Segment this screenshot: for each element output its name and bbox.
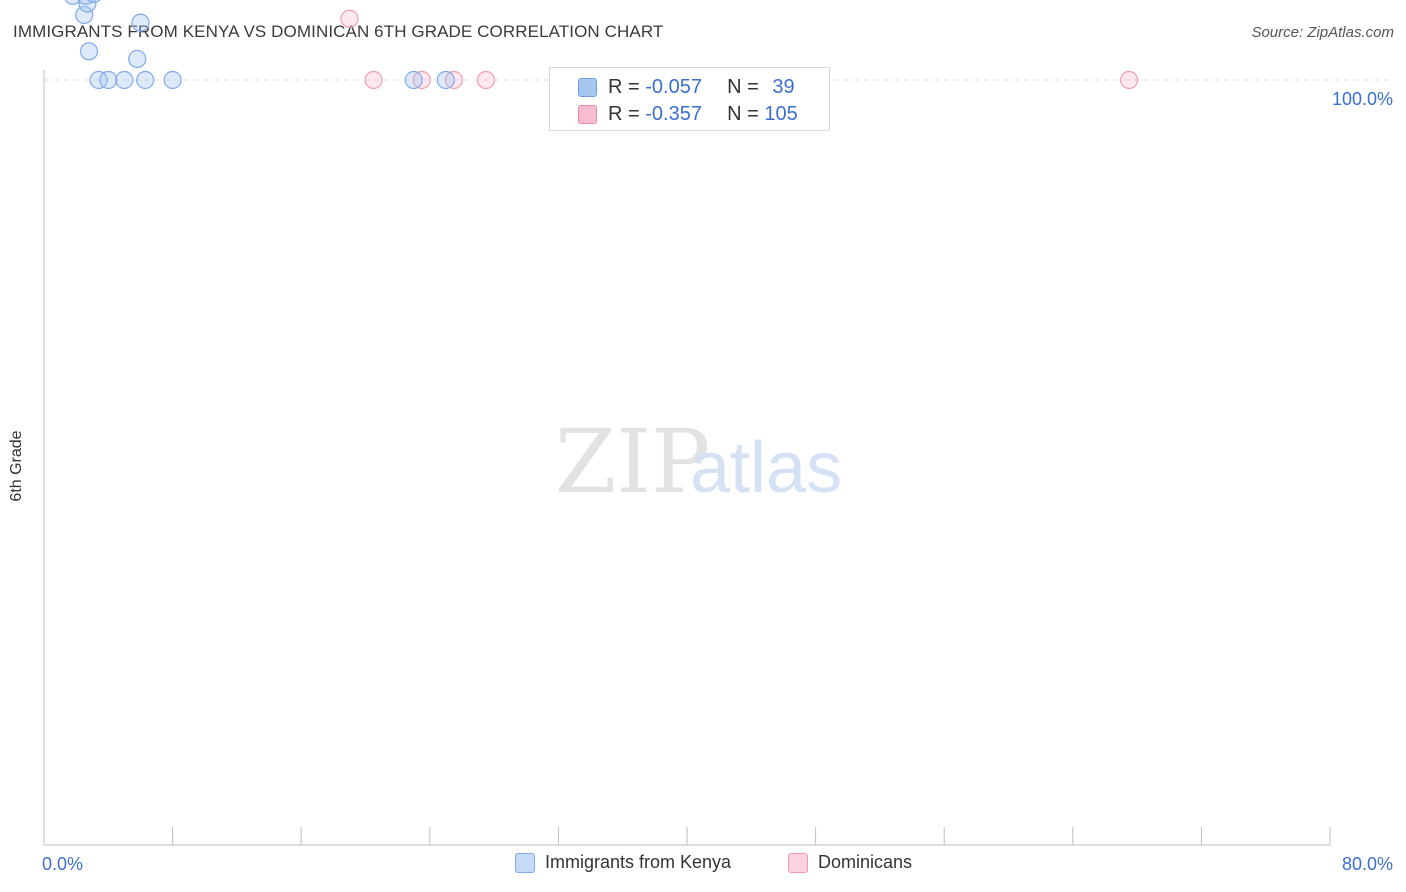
kenya-point bbox=[64, 0, 82, 5]
legend-r-label: R = bbox=[608, 76, 646, 98]
watermark-zip: ZIP bbox=[555, 410, 710, 513]
dominicans-points bbox=[340, 9, 1139, 90]
legend-r-label: R = bbox=[608, 103, 646, 125]
kenya-point bbox=[78, 0, 97, 13]
series-label-kenya: Immigrants from Kenya bbox=[545, 852, 732, 872]
kenya-point bbox=[163, 70, 182, 90]
dominican-point bbox=[476, 70, 496, 90]
kenya-point bbox=[436, 70, 455, 90]
kenya-point bbox=[87, 0, 101, 3]
tick-labels: 100.0%95.0%90.0%85.0%0.0%80.0% bbox=[42, 89, 1393, 874]
source-credit: Source: ZipAtlas.com bbox=[1251, 24, 1394, 41]
dominican-point bbox=[1119, 70, 1139, 90]
x-tick-label: 80.0% bbox=[1342, 854, 1393, 874]
series-swatch-dominicans bbox=[788, 853, 808, 873]
correlation-legend: R = -0.057 N = 39 R = -0.357 N = 105 bbox=[549, 67, 830, 131]
dominican-point bbox=[364, 70, 383, 90]
kenya-point bbox=[115, 70, 134, 90]
kenya-point bbox=[89, 70, 108, 90]
watermark-atlas: atlas bbox=[690, 428, 842, 508]
y-axis-label: 6th Grade bbox=[8, 430, 25, 502]
chart-title: IMMIGRANTS FROM KENYA VS DOMINICAN 6TH G… bbox=[13, 22, 664, 41]
legend-swatch-dominicans bbox=[578, 105, 597, 124]
watermark: ZIP atlas bbox=[555, 410, 842, 513]
kenya-points bbox=[64, 0, 455, 90]
legend-n-value: 105 bbox=[764, 103, 798, 125]
dominican-point bbox=[340, 9, 359, 28]
kenya-point bbox=[131, 13, 150, 32]
legend-r-value: -0.357 bbox=[645, 103, 702, 125]
kenya-point bbox=[99, 70, 118, 90]
kenya-point bbox=[79, 42, 99, 61]
legend-n-label: N = bbox=[727, 76, 765, 98]
series-swatch-kenya bbox=[515, 853, 535, 873]
kenya-point bbox=[75, 5, 94, 25]
kenya-point bbox=[136, 70, 155, 90]
x-tick-label: 0.0% bbox=[42, 854, 83, 874]
legend-n-label: N = bbox=[727, 103, 765, 125]
kenya-point bbox=[128, 49, 147, 69]
series-label-dominicans: Dominicans bbox=[818, 852, 913, 872]
legend-n-value: 39 bbox=[772, 76, 795, 98]
kenya-point bbox=[404, 70, 423, 90]
y-tick-label: 100.0% bbox=[1332, 89, 1393, 109]
legend-r-value: -0.057 bbox=[645, 76, 702, 98]
axes bbox=[43, 70, 1331, 846]
legend-swatch-kenya bbox=[578, 78, 597, 97]
